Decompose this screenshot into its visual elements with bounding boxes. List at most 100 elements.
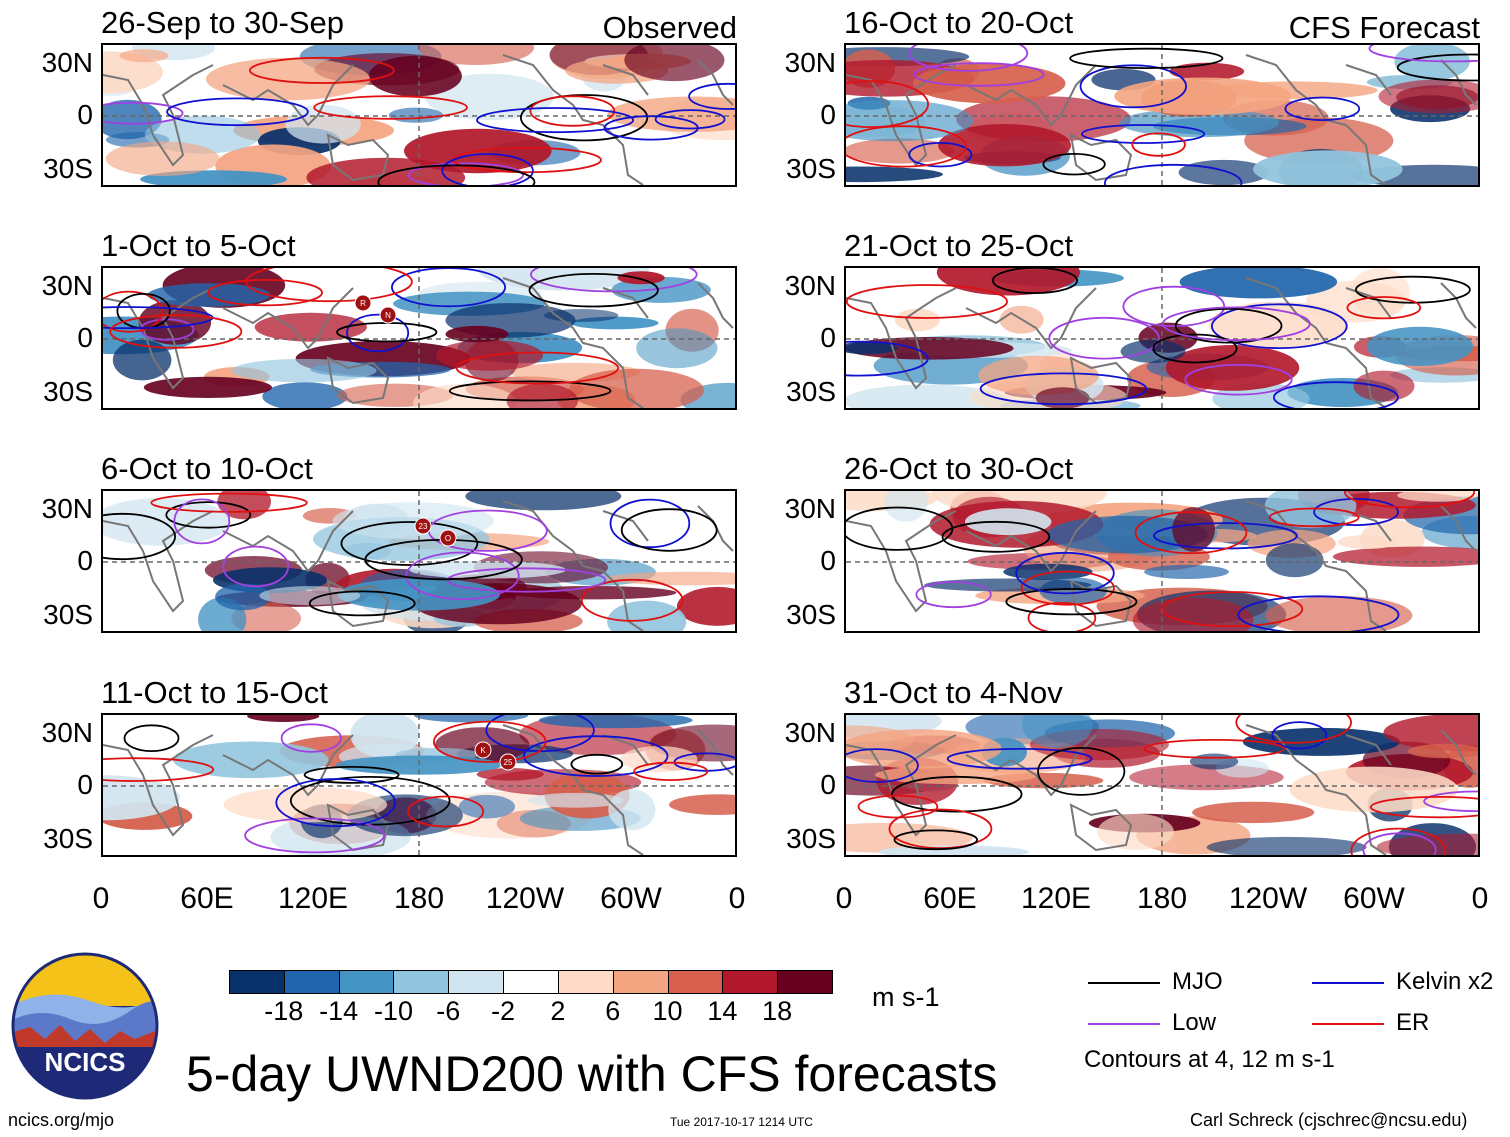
- panel-title: 16-Oct to 20-Oct: [844, 5, 1074, 40]
- colorbar-segment: [612, 970, 669, 994]
- contour-line: [1042, 152, 1106, 176]
- panel-title: 1-Oct to 5-Oct: [101, 228, 296, 263]
- coastline: [222, 734, 354, 797]
- x-tick-label: 60E: [923, 882, 977, 915]
- anomaly-shade: [1253, 150, 1403, 185]
- x-tick-label: 120W: [1228, 882, 1308, 915]
- anomaly-shade: [538, 715, 693, 729]
- y-tick-label: 30S: [786, 153, 836, 184]
- contour-line: [1005, 588, 1138, 616]
- x-tick-label: 180: [1136, 882, 1188, 915]
- anomaly-shade: [669, 794, 735, 815]
- contour-line: [308, 590, 416, 617]
- contour-line: [448, 380, 612, 402]
- coastline: [1345, 734, 1392, 766]
- legend-line-mjo: [1088, 982, 1160, 984]
- colorbar-tick-label: 10: [652, 996, 683, 1026]
- colorbar: [229, 970, 833, 994]
- contour-line: [377, 164, 536, 185]
- contour-line: [244, 817, 386, 854]
- anomaly-shade: [254, 312, 367, 342]
- storm-label: R: [360, 299, 366, 308]
- contour-line: [633, 761, 709, 782]
- coastline: [222, 510, 354, 573]
- map-panel: K 25: [101, 713, 737, 857]
- contour-line: [123, 724, 180, 753]
- contour-line: [207, 279, 324, 307]
- anomaly-shade: [607, 600, 687, 631]
- y-tick-label: 30N: [784, 270, 836, 301]
- y-tick-label: 30S: [43, 599, 93, 630]
- coastline: [1440, 729, 1477, 776]
- storm-label: K: [480, 746, 486, 755]
- contour-line: [346, 313, 410, 353]
- anomaly-shade: [332, 502, 494, 540]
- coastline: [1069, 356, 1133, 405]
- contour-line: [303, 766, 400, 784]
- chart-title: 5-day UWND200 with CFS forecasts: [186, 1046, 998, 1102]
- contour-line: [150, 492, 308, 513]
- contour-line: [857, 794, 939, 819]
- anomaly-shade: [143, 376, 272, 398]
- anomaly-shade: [1189, 753, 1239, 770]
- footer-url[interactable]: ncics.org/mjo: [8, 1110, 115, 1130]
- coastline: [326, 803, 390, 852]
- coastline: [965, 510, 1097, 573]
- storm-marker: 23: [414, 517, 432, 535]
- coastline: [502, 277, 644, 408]
- anomaly-shade: [617, 271, 665, 285]
- contour-line: [1210, 303, 1348, 350]
- contour-line: [1268, 507, 1360, 528]
- contour-line: [891, 775, 1023, 813]
- anomaly-shade: [978, 355, 1099, 396]
- anomaly-shade: [1366, 326, 1473, 366]
- anomaly-shade: [846, 166, 943, 183]
- colorbar-tick-label: 14: [707, 996, 738, 1026]
- coastline: [103, 734, 214, 837]
- anomaly-shade: [1337, 534, 1397, 550]
- colorbar-tick-label: -10: [373, 996, 413, 1026]
- y-tick-label: 30N: [784, 493, 836, 524]
- contour-line: [979, 372, 1148, 406]
- anomaly-shade: [445, 325, 509, 343]
- y-tick-label: 30N: [41, 270, 93, 301]
- contour-line: [1020, 570, 1115, 606]
- contour-line: [455, 351, 620, 385]
- anomaly-shade: [1353, 370, 1415, 402]
- coastline: [326, 356, 390, 405]
- y-tick-label: 30S: [43, 823, 93, 854]
- x-tick-label: 180: [393, 882, 445, 915]
- x-tick-label: 0: [92, 882, 110, 915]
- anomaly-shade: [1394, 45, 1470, 81]
- coastline: [1245, 500, 1387, 631]
- contour-line: [1152, 333, 1238, 364]
- coastline: [697, 282, 734, 329]
- storm-marker: K: [474, 741, 492, 759]
- anomaly-shade: [1289, 766, 1459, 813]
- contour-line: [915, 581, 992, 609]
- coastline: [103, 287, 214, 390]
- coastline: [965, 287, 1097, 350]
- anomaly-shade: [895, 308, 940, 332]
- map-panel: [844, 266, 1480, 410]
- contour-note: Contours at 4, 12 m s-1: [1084, 1046, 1335, 1073]
- anomaly-shade: [103, 99, 162, 140]
- colorbar-segment: [503, 970, 559, 994]
- contour-line: [946, 748, 1093, 770]
- contour-line: [275, 778, 396, 828]
- coastline: [326, 133, 390, 182]
- contour-line: [846, 125, 967, 168]
- coastline: [103, 64, 214, 167]
- y-tick-label: 0: [820, 99, 836, 130]
- anomaly-shade: [1035, 387, 1090, 408]
- contour-line: [609, 498, 691, 549]
- anomaly-shade: [247, 715, 320, 722]
- coastline: [1345, 64, 1392, 96]
- coastline: [502, 54, 644, 185]
- y-tick-label: 30N: [41, 493, 93, 524]
- contour-line: [908, 141, 973, 168]
- contour-line: [407, 162, 524, 185]
- anomaly-shade: [1165, 345, 1300, 391]
- coastline: [1069, 803, 1133, 852]
- anomaly-shade: [103, 497, 231, 546]
